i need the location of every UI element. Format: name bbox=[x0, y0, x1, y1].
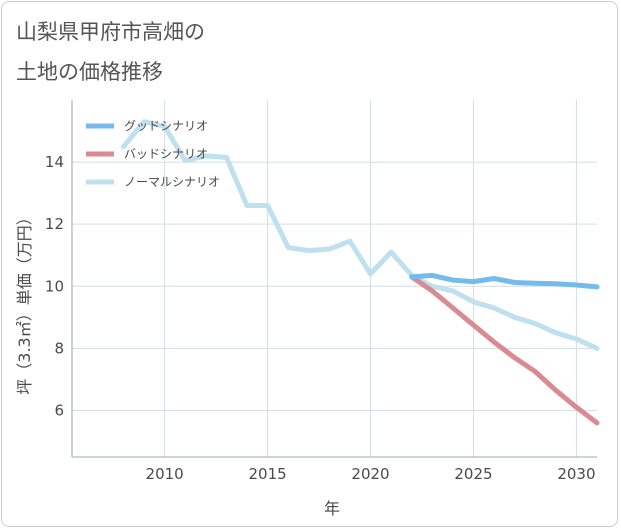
x-tick-label: 2025 bbox=[454, 465, 492, 483]
series-line-1 bbox=[409, 274, 600, 426]
y-tick-label: 8 bbox=[54, 339, 64, 357]
x-tick-label: 2020 bbox=[351, 465, 389, 483]
legend-label-1: バッドシナリオ bbox=[124, 147, 208, 161]
axes bbox=[71, 100, 597, 458]
x-tick-label: 2015 bbox=[248, 465, 286, 483]
y-axis-label: 坪（3.3㎡）単価（万円） bbox=[15, 209, 34, 394]
series-lines bbox=[121, 119, 600, 426]
x-tick-label: 2030 bbox=[557, 465, 595, 483]
x-axis-label: 年 bbox=[324, 499, 340, 518]
y-tick-label: 14 bbox=[45, 153, 64, 171]
series-line-2 bbox=[121, 119, 600, 351]
series-line-0 bbox=[409, 272, 600, 290]
chart-title-line-2: 土地の価格推移 bbox=[16, 60, 163, 84]
chart-title-line-1: 山梨県甲府市高畑の bbox=[16, 20, 205, 44]
legend-label-0: グッドシナリオ bbox=[124, 119, 208, 133]
y-tick-label: 6 bbox=[54, 401, 64, 419]
y-tick-label: 10 bbox=[45, 277, 64, 295]
x-tick-label: 2010 bbox=[146, 465, 184, 483]
grid-lines bbox=[72, 100, 597, 457]
legend-label-2: ノーマルシナリオ bbox=[124, 175, 220, 189]
tick-labels: 2010 2015 2020 2025 2030 6 8 10 12 14 bbox=[45, 153, 596, 483]
y-tick-label: 12 bbox=[45, 215, 64, 233]
